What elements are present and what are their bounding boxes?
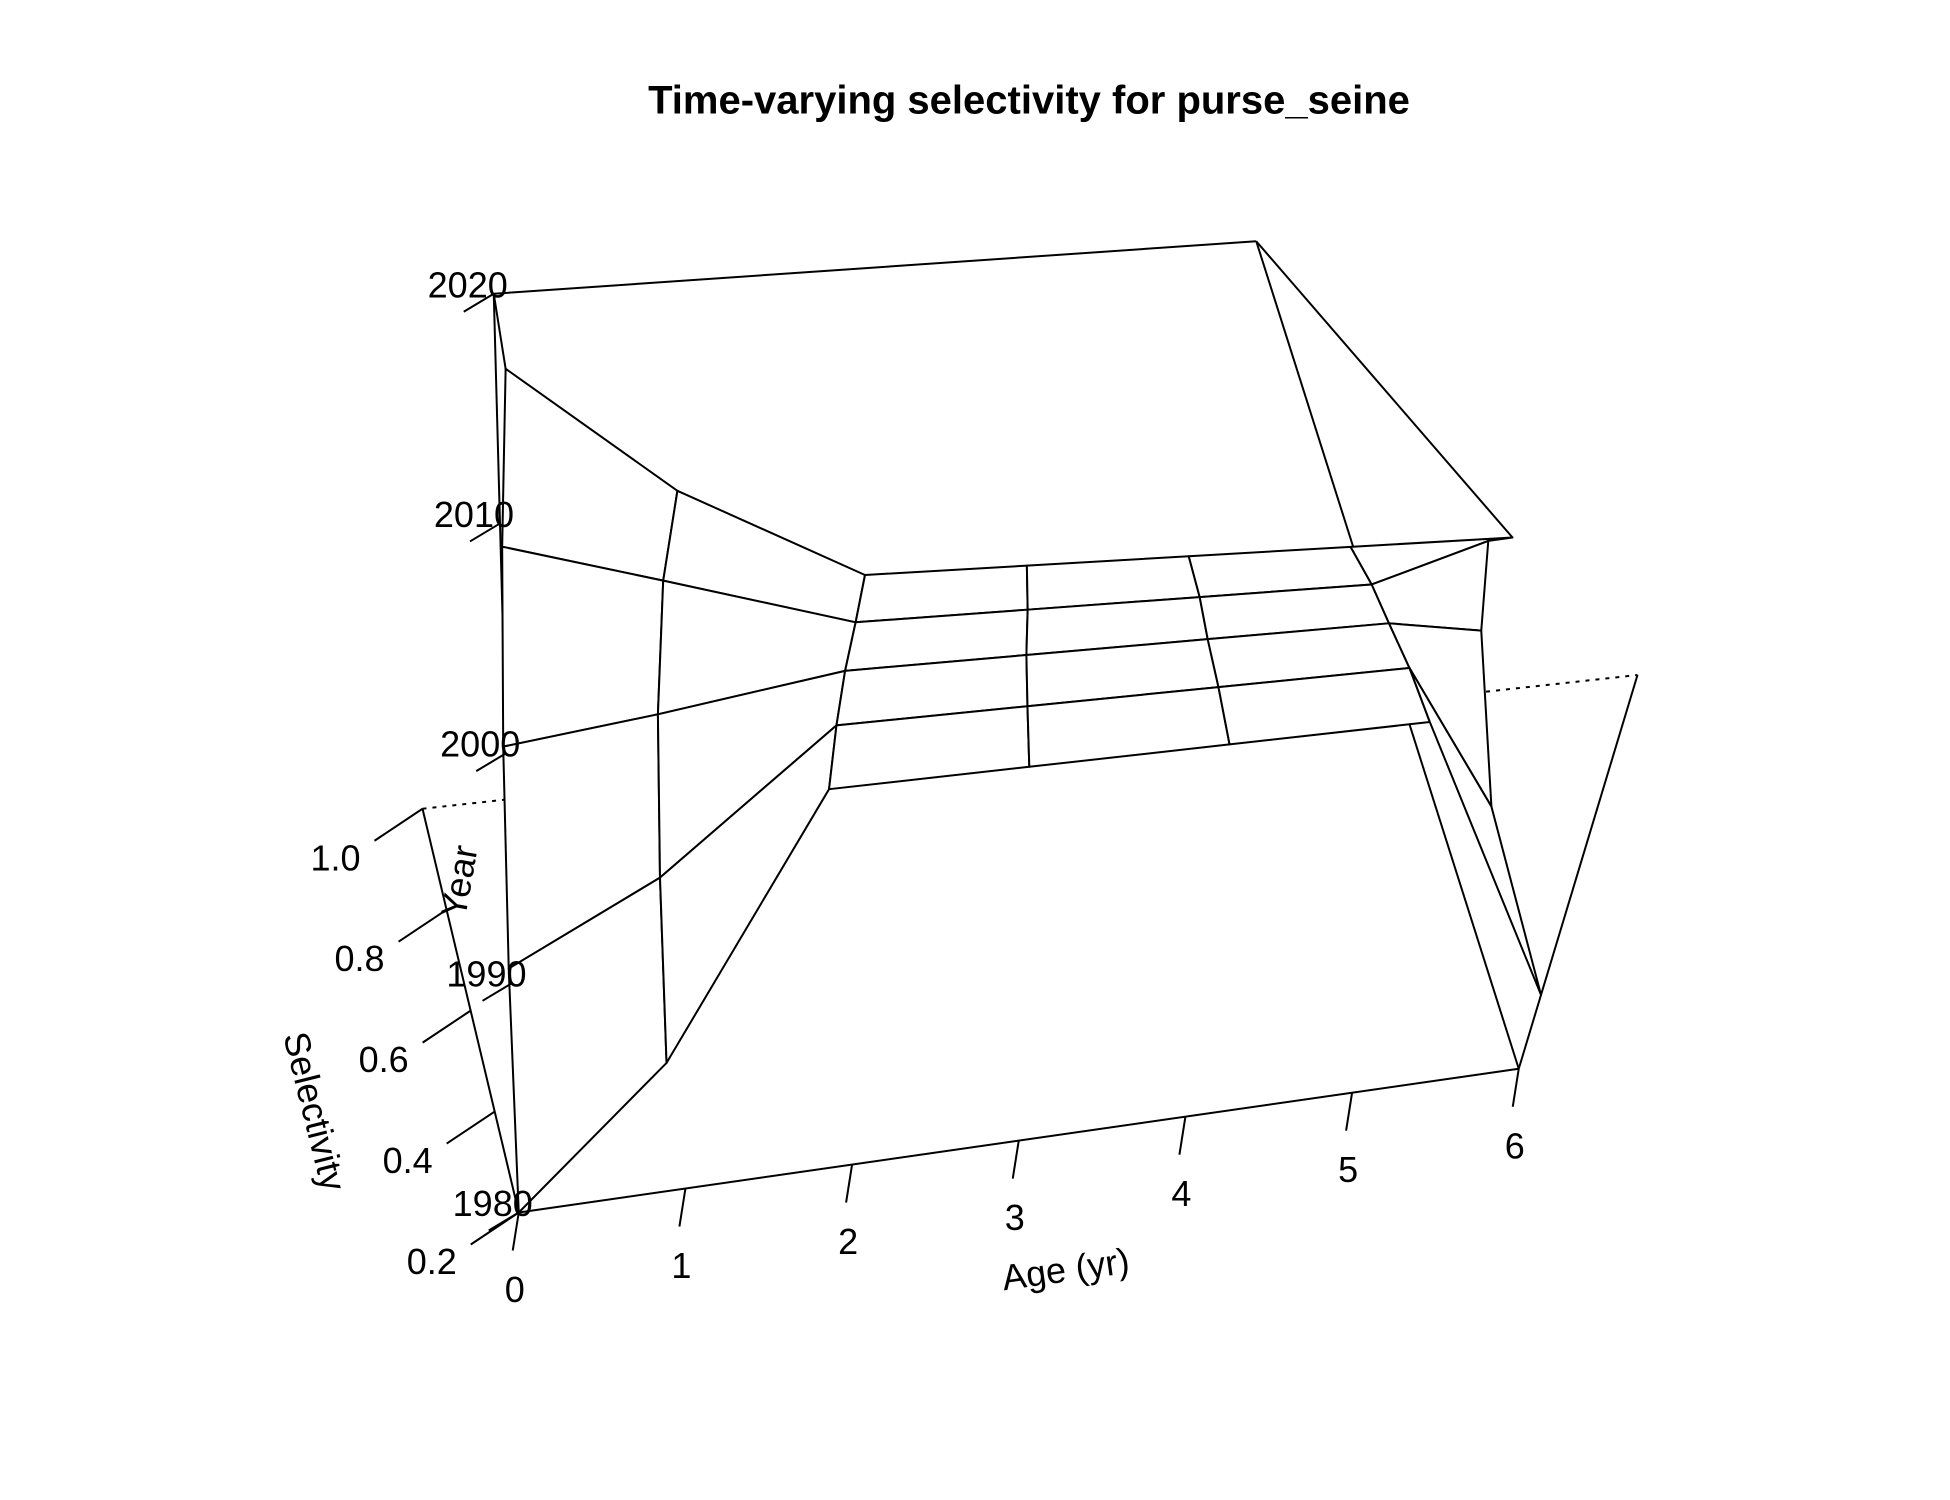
y-tick bbox=[481, 981, 514, 1002]
box-edge bbox=[1255, 240, 1514, 539]
y-tick-label: 2020 bbox=[428, 264, 508, 305]
x-tick-label: 2 bbox=[838, 1221, 858, 1262]
surface-facet bbox=[501, 545, 665, 748]
x-tick-label: 4 bbox=[1171, 1173, 1191, 1214]
x-tick bbox=[845, 1164, 854, 1203]
x-tick-label: 0 bbox=[505, 1269, 525, 1310]
y-tick bbox=[463, 292, 495, 313]
surface-facet bbox=[1408, 667, 1543, 996]
z-tick-label: 1.0 bbox=[310, 837, 360, 878]
y-tick-label: 2000 bbox=[440, 724, 520, 765]
x-tick-label: 1 bbox=[671, 1245, 691, 1286]
y-tick-label: 1990 bbox=[446, 953, 526, 994]
box-edge bbox=[1517, 674, 1639, 1070]
z-tick bbox=[422, 1009, 472, 1044]
x-tick bbox=[1511, 1068, 1520, 1107]
x-tick-label: 3 bbox=[1005, 1197, 1025, 1238]
box-edge bbox=[493, 240, 1257, 295]
x-tick bbox=[1178, 1116, 1187, 1155]
chart-title: Time-varying selectivity for purse_seine bbox=[648, 79, 1410, 123]
z-tick-label: 0.2 bbox=[407, 1241, 457, 1282]
z-tick bbox=[373, 807, 424, 842]
x-tick bbox=[678, 1188, 687, 1227]
x-tick bbox=[511, 1212, 520, 1251]
x-tick bbox=[1011, 1140, 1020, 1179]
y-tick bbox=[475, 752, 507, 772]
z-tick-label: 0.6 bbox=[359, 1039, 409, 1080]
z-tick bbox=[446, 1110, 496, 1145]
y-tick-label: 1980 bbox=[453, 1183, 533, 1224]
x-tick bbox=[1345, 1092, 1354, 1131]
x-tick-label: 5 bbox=[1338, 1149, 1358, 1190]
y-tick-label: 2010 bbox=[434, 494, 514, 535]
z-tick-label: 0.8 bbox=[335, 938, 385, 979]
x-tick-label: 6 bbox=[1505, 1125, 1525, 1166]
z-tick bbox=[470, 1211, 520, 1246]
z-tick bbox=[398, 908, 448, 943]
z-tick-label: 0.4 bbox=[383, 1140, 433, 1181]
y-tick bbox=[469, 522, 501, 543]
